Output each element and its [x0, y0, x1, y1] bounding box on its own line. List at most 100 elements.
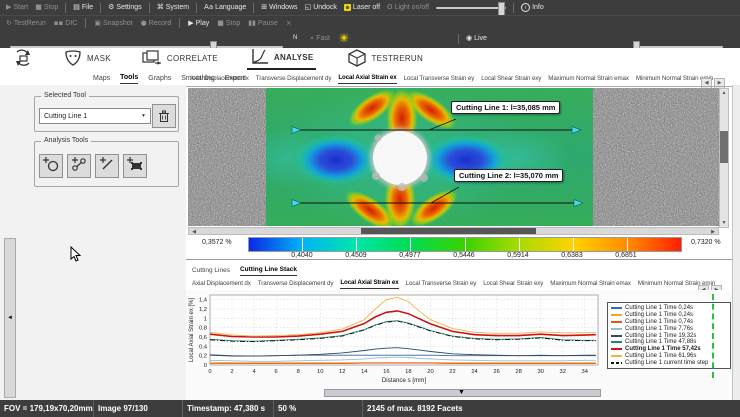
workflow-step-testrerun[interactable]: TESTRERUN: [344, 47, 426, 69]
svg-text:12: 12: [339, 369, 345, 375]
tab-local-shear-strain-exy[interactable]: Local Shear Strain exy: [483, 280, 544, 287]
tab-axial-displacement-dx[interactable]: Axial Displacement dx: [192, 280, 251, 287]
add-line-button[interactable]: [95, 154, 119, 178]
analysis-tools-title: Analysis Tools: [41, 137, 92, 144]
record-item[interactable]: ● Record: [140, 18, 172, 27]
info-item[interactable]: i Info: [521, 3, 544, 12]
svg-text:16: 16: [383, 369, 389, 375]
svg-text:1,2: 1,2: [199, 307, 207, 313]
cutting-line-1-annotation[interactable]: Cutting Line 1: l=35,085 mm: [451, 101, 561, 114]
stop-item[interactable]: ■ Stop: [35, 3, 59, 12]
stop-item[interactable]: ■ Stop: [217, 18, 241, 27]
image-vertical-scrollbar[interactable]: ▲ ▼: [719, 88, 729, 228]
testrerun-item[interactable]: ↻ TestRerun: [6, 18, 46, 27]
statusbar-fov: FOV = 179,19x70,20mm: [0, 400, 94, 417]
tab-maps[interactable]: Maps: [93, 75, 111, 82]
add-point-pair-icon: [71, 156, 87, 177]
x-item[interactable]: ×: [286, 19, 292, 27]
color-scale-segment: [249, 238, 304, 251]
tab-export[interactable]: Export: [224, 75, 245, 82]
color-scale-segment: [519, 238, 574, 251]
record-icon: ●: [140, 18, 147, 27]
tab-local-axial-strain-ex[interactable]: Local Axial Strain ex: [340, 279, 399, 289]
bulb-icon: ʘ: [387, 3, 393, 11]
system-item[interactable]: ⌘ System: [156, 3, 190, 12]
tab-local-transverse-strain-ey[interactable]: Local Transverse Strain ey: [403, 75, 475, 82]
trash-icon: [159, 110, 169, 122]
dic-item[interactable]: ▪▪ DIC: [53, 18, 78, 27]
add-point-pair-button[interactable]: [67, 154, 91, 178]
scroll-left-icon[interactable]: ◀: [192, 229, 196, 235]
cutting-line-2-annotation[interactable]: Cutting Line 2: l=35,070 mm: [454, 169, 564, 182]
live-button[interactable]: ◉ Live: [466, 34, 487, 43]
snapshot-item[interactable]: ▣ Snapshot: [94, 18, 133, 27]
delete-tool-button[interactable]: [152, 104, 176, 128]
panel-collapse-handle[interactable]: ◄: [4, 238, 16, 398]
tab-tools[interactable]: Tools: [120, 74, 139, 84]
analyse-icon: [250, 48, 270, 66]
workflow-step-correlate[interactable]: CORRELATE: [138, 47, 221, 69]
settings-item[interactable]: ⚙ Settings: [108, 3, 142, 12]
scroll-up-icon[interactable]: ▲: [721, 90, 727, 96]
svg-text:8: 8: [297, 369, 300, 375]
timeline-scrubber[interactable]: ▼: [324, 389, 601, 397]
file-item[interactable]: ▤ File: [73, 3, 94, 12]
start-item[interactable]: ▶ Start: [6, 3, 29, 12]
scrubber-marker-icon[interactable]: ▼: [458, 389, 465, 396]
strain-map-view[interactable]: Cutting Line 1: l=35,085 mm Cutting Line…: [188, 88, 719, 226]
tab-maximum-normal-strain-emax[interactable]: Maximum Normal Strain emax: [550, 280, 631, 287]
tab-minimum-normal-strain-emin[interactable]: Minimum Normal Strain emin: [637, 280, 716, 287]
tab-cutting-line-stack[interactable]: Cutting Line Stack: [239, 266, 298, 276]
language-item[interactable]: Aa Language: [204, 3, 247, 12]
workflow-ribbon: MASK CORRELATE ANALYSE TESTRERUN: [0, 46, 740, 70]
window-scrollbar[interactable]: [732, 85, 740, 400]
add-area-icon: [127, 156, 143, 177]
cutting-line-1-start-marker: [291, 126, 302, 134]
pause-item[interactable]: ▮▮ Pause: [248, 18, 278, 27]
tab-transverse-displacement-dy[interactable]: Transverse Displacement dy: [255, 75, 332, 82]
tab-graphs[interactable]: Graphs: [148, 75, 172, 82]
svg-text:0,4: 0,4: [199, 344, 208, 350]
light-intensity-slider[interactable]: [436, 1, 507, 16]
cutting-line-2-arrow: [573, 199, 584, 207]
tab-cutting-lines[interactable]: Cutting Lines: [192, 267, 230, 274]
scroll-down-icon[interactable]: ▼: [721, 220, 727, 226]
svg-text:24: 24: [471, 369, 478, 375]
svg-text:30: 30: [537, 369, 543, 375]
tab-local-axial-strain-ex[interactable]: Local Axial Strain ex: [338, 74, 397, 84]
dic-icon: ▪▪: [53, 18, 64, 27]
legend-entry: Cutting Line 1 Time 57,42s: [611, 346, 727, 353]
windows-item[interactable]: ⊞ Windows: [261, 3, 298, 12]
speckle-left: [188, 88, 266, 226]
tab-smoothing[interactable]: Smoothing: [181, 75, 215, 82]
selected-tool-combobox[interactable]: Cutting Line 1 ▼: [39, 108, 151, 124]
color-scale-segment: [627, 238, 681, 251]
tab-local-shear-strain-exy[interactable]: Local Shear Strain exy: [481, 75, 542, 82]
svg-text:22: 22: [449, 369, 455, 375]
scale-min-label: 0,3572 %: [202, 239, 232, 246]
cutting-lines[interactable]: [291, 118, 584, 207]
add-area-button[interactable]: [123, 154, 147, 178]
play-item[interactable]: ▶ Play: [188, 18, 210, 27]
light-on-off-item[interactable]: ʘ Light on/off: [387, 3, 430, 12]
svg-text:18: 18: [405, 369, 411, 375]
add-circle-button[interactable]: [39, 154, 63, 178]
workflow-step-project[interactable]: [8, 47, 38, 69]
laser-off-item[interactable]: Laser off: [343, 4, 380, 11]
scroll-right-icon[interactable]: ▶: [711, 229, 715, 235]
workflow-step-mask[interactable]: MASK: [60, 47, 114, 69]
tab-transverse-displacement-dy[interactable]: Transverse Displacement dy: [257, 280, 334, 287]
undock-item[interactable]: ◱ Undock: [304, 3, 337, 12]
workflow-step-analyse[interactable]: ANALYSE: [246, 46, 317, 70]
tab-axial-displacement-dx[interactable]: Axial Displacement dx: [190, 75, 249, 82]
tab-minimum-normal-strain-emin[interactable]: Minimum Normal Strain emin: [635, 75, 714, 82]
stage-marker-line: [712, 294, 714, 378]
svg-text:1,4: 1,4: [199, 298, 208, 304]
image-horizontal-scrollbar[interactable]: ◀ ▶: [188, 227, 719, 235]
tab-maximum-normal-strain-emax[interactable]: Maximum Normal Strain emax: [548, 75, 629, 82]
fast-mode-item[interactable]: » Fast: [310, 34, 330, 43]
tab-local-transverse-strain-ey[interactable]: Local Transverse Strain ey: [405, 280, 477, 287]
color-scale-segment: [357, 238, 412, 251]
language-icon: Aa: [204, 3, 214, 11]
statusbar-image: Image 97/130: [94, 400, 183, 417]
